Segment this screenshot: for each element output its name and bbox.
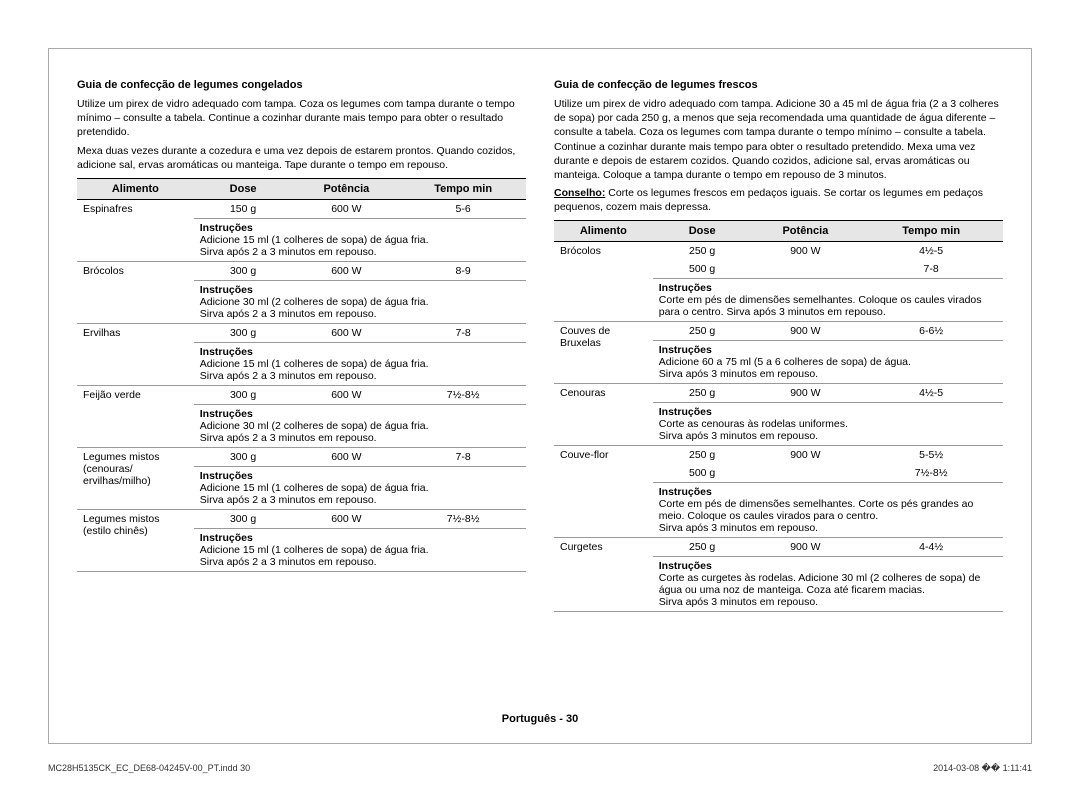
table-row: Legumes mistos (estilo chinês)300 g600 W…: [77, 509, 526, 528]
cell-power: [752, 464, 860, 483]
cell-food: Legumes mistos (cenouras/ ervilhas/milho…: [77, 447, 194, 509]
cell-dose: 250 g: [653, 446, 752, 465]
right-tip: Conselho: Corte os legumes frescos em pe…: [554, 186, 1003, 214]
cell-instructions: InstruçõesCorte em pés de dimensões seme…: [653, 483, 1003, 538]
th-power: Potência: [752, 221, 860, 242]
cell-time: 8-9: [400, 261, 526, 280]
table-row: Brócolos250 g900 W4½-5: [554, 242, 1003, 261]
cell-power: 600 W: [293, 199, 401, 218]
left-table: Alimento Dose Potência Tempo min Espinaf…: [77, 178, 526, 572]
cell-dose: 250 g: [653, 242, 752, 261]
th-dose: Dose: [194, 178, 293, 199]
cell-time: 7-8: [400, 447, 526, 466]
cell-time: 7-8: [859, 260, 1003, 279]
th-time: Tempo min: [859, 221, 1003, 242]
footer-left: MC28H5135CK_EC_DE68-04245V-00_PT.indd 30: [48, 763, 250, 774]
cell-power: [752, 260, 860, 279]
cell-instructions: InstruçõesAdicione 15 ml (1 colheres de …: [194, 218, 526, 261]
cell-dose: 150 g: [194, 199, 293, 218]
right-section-title: Guia de confecção de legumes frescos: [554, 79, 1003, 91]
cell-dose: 300 g: [194, 261, 293, 280]
cell-dose: 300 g: [194, 447, 293, 466]
two-columns: Guia de confecção de legumes congelados …: [77, 79, 1003, 703]
table-row: Legumes mistos (cenouras/ ervilhas/milho…: [77, 447, 526, 466]
cell-instructions: InstruçõesAdicione 15 ml (1 colheres de …: [194, 466, 526, 509]
cell-power: 900 W: [752, 446, 860, 465]
cell-food: Cenouras: [554, 384, 653, 446]
cell-food: Couve-flor: [554, 446, 653, 538]
table-row: Brócolos300 g600 W8-9: [77, 261, 526, 280]
cell-instructions: InstruçõesCorte as curgetes às rodelas. …: [653, 557, 1003, 612]
cell-dose: 300 g: [194, 385, 293, 404]
cell-power: 600 W: [293, 261, 401, 280]
cell-food: Feijão verde: [77, 385, 194, 447]
cell-food: Legumes mistos (estilo chinês): [77, 509, 194, 571]
cell-food: Couves de Bruxelas: [554, 322, 653, 384]
cell-food: Ervilhas: [77, 323, 194, 385]
table-row: Cenouras250 g900 W4½-5: [554, 384, 1003, 403]
cell-instructions: InstruçõesAdicione 15 ml (1 colheres de …: [194, 528, 526, 571]
cell-power: 900 W: [752, 538, 860, 557]
cell-time: 5-5½: [859, 446, 1003, 465]
footer-right: 2014-03-08 �� 1:11:41: [933, 763, 1032, 774]
table-row: Espinafres150 g600 W5-6: [77, 199, 526, 218]
tip-label: Conselho:: [554, 187, 605, 199]
cell-food: Brócolos: [554, 242, 653, 322]
left-para-2: Mexa duas vezes durante a cozedura e uma…: [77, 144, 526, 172]
table-row: Ervilhas300 g600 W7-8: [77, 323, 526, 342]
cell-instructions: InstruçõesCorte em pés de dimensões seme…: [653, 279, 1003, 322]
cell-dose: 300 g: [194, 509, 293, 528]
cell-food: Brócolos: [77, 261, 194, 323]
cell-dose: 500 g: [653, 464, 752, 483]
cell-time: 4-4½: [859, 538, 1003, 557]
print-footer: MC28H5135CK_EC_DE68-04245V-00_PT.indd 30…: [48, 763, 1032, 774]
cell-time: 4½-5: [859, 242, 1003, 261]
cell-instructions: InstruçõesCorte as cenouras às rodelas u…: [653, 403, 1003, 446]
cell-time: 7½-8½: [400, 509, 526, 528]
tip-text: Corte os legumes frescos em pedaços igua…: [554, 187, 983, 213]
cell-power: 600 W: [293, 385, 401, 404]
cell-time: 7½-8½: [400, 385, 526, 404]
cell-power: 600 W: [293, 323, 401, 342]
cell-time: 7½-8½: [859, 464, 1003, 483]
right-para-1: Utilize um pirex de vidro adequado com t…: [554, 97, 1003, 182]
cell-power: 900 W: [752, 384, 860, 403]
cell-instructions: InstruçõesAdicione 15 ml (1 colheres de …: [194, 342, 526, 385]
page-frame: Guia de confecção de legumes congelados …: [48, 48, 1032, 744]
table-row: Feijão verde300 g600 W7½-8½: [77, 385, 526, 404]
table-row: Couves de Bruxelas250 g900 W6-6½: [554, 322, 1003, 341]
left-para-1: Utilize um pirex de vidro adequado com t…: [77, 97, 526, 140]
cell-power: 900 W: [752, 242, 860, 261]
right-column: Guia de confecção de legumes frescos Uti…: [554, 79, 1003, 703]
cell-power: 600 W: [293, 509, 401, 528]
cell-dose: 250 g: [653, 322, 752, 341]
cell-instructions: InstruçõesAdicione 30 ml (2 colheres de …: [194, 404, 526, 447]
cell-dose: 300 g: [194, 323, 293, 342]
cell-time: 5-6: [400, 199, 526, 218]
cell-food: Espinafres: [77, 199, 194, 261]
cell-time: 6-6½: [859, 322, 1003, 341]
cell-food: Curgetes: [554, 538, 653, 612]
page-number: Português - 30: [77, 703, 1003, 725]
th-food: Alimento: [554, 221, 653, 242]
left-column: Guia de confecção de legumes congelados …: [77, 79, 526, 703]
th-time: Tempo min: [400, 178, 526, 199]
cell-instructions: InstruçõesAdicione 30 ml (2 colheres de …: [194, 280, 526, 323]
th-dose: Dose: [653, 221, 752, 242]
right-table: Alimento Dose Potência Tempo min Brócolo…: [554, 220, 1003, 612]
table-row: Couve-flor250 g900 W5-5½: [554, 446, 1003, 465]
cell-dose: 500 g: [653, 260, 752, 279]
cell-time: 4½-5: [859, 384, 1003, 403]
cell-dose: 250 g: [653, 384, 752, 403]
cell-dose: 250 g: [653, 538, 752, 557]
cell-instructions: InstruçõesAdicione 60 a 75 ml (5 a 6 col…: [653, 341, 1003, 384]
th-food: Alimento: [77, 178, 194, 199]
cell-time: 7-8: [400, 323, 526, 342]
cell-power: 600 W: [293, 447, 401, 466]
th-power: Potência: [293, 178, 401, 199]
left-section-title: Guia de confecção de legumes congelados: [77, 79, 526, 91]
table-row: Curgetes250 g900 W4-4½: [554, 538, 1003, 557]
cell-power: 900 W: [752, 322, 860, 341]
